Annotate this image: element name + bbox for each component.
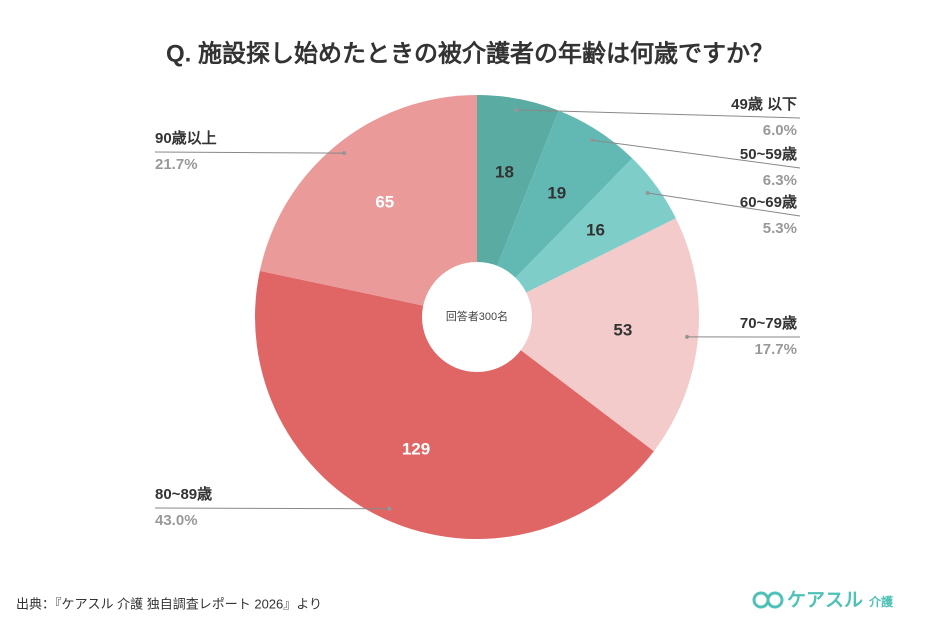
category-label: 70~79歳 bbox=[740, 314, 797, 332]
share-label: 21.7% bbox=[155, 156, 198, 173]
category-label: 80~89歳 bbox=[155, 485, 212, 503]
logo-sub: 介護 bbox=[868, 594, 894, 609]
share-label: 6.3% bbox=[763, 172, 797, 189]
source: 出典：『ケアスル 介護 独自調査レポート 2026』より bbox=[16, 596, 322, 611]
share-label: 5.3% bbox=[763, 220, 797, 237]
value-label: 129 bbox=[402, 440, 430, 459]
chart-title: Q. 施設探し始めたときの被介護者の年齢は何歳ですか？ bbox=[166, 39, 774, 67]
value-label: 65 bbox=[375, 193, 394, 212]
value-label: 19 bbox=[547, 184, 566, 203]
category-label: 50~59歳 bbox=[740, 145, 797, 163]
category-label: 90歳以上 bbox=[155, 129, 217, 147]
value-label: 18 bbox=[495, 163, 514, 182]
category-label: 49歳 以下 bbox=[731, 95, 797, 113]
value-label: 16 bbox=[586, 220, 605, 239]
center-label: 回答者300名 bbox=[446, 309, 508, 323]
share-label: 17.7% bbox=[754, 341, 797, 358]
category-label: 60~69歳 bbox=[740, 193, 797, 211]
share-label: 6.0% bbox=[763, 122, 797, 139]
value-label: 53 bbox=[613, 320, 632, 339]
share-label: 43.0% bbox=[155, 512, 198, 529]
logo-brand: ケアスル bbox=[787, 589, 863, 611]
